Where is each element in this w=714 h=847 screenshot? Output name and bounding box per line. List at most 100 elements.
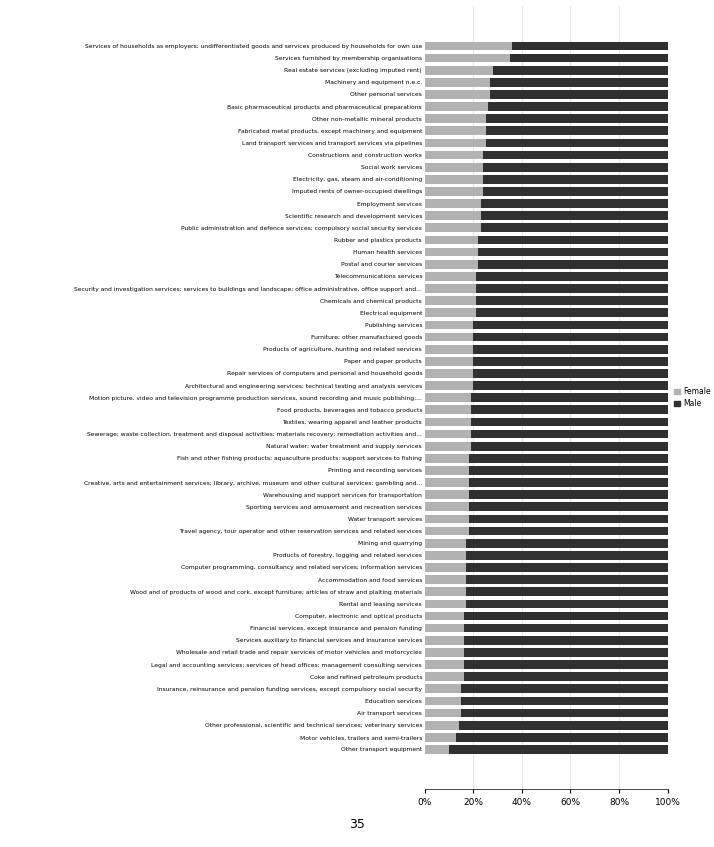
Bar [481, 212, 668, 220]
Bar [483, 163, 668, 172]
Bar [425, 187, 483, 196]
Bar [468, 466, 668, 475]
Bar [425, 479, 468, 487]
Bar [471, 442, 668, 451]
Bar [491, 78, 668, 86]
Bar [425, 163, 483, 172]
Bar [425, 406, 471, 414]
Bar [425, 539, 466, 548]
Bar [425, 600, 466, 608]
Bar [425, 684, 461, 693]
Bar [463, 673, 668, 681]
Bar [483, 187, 668, 196]
Bar [425, 126, 486, 136]
Bar [466, 575, 668, 584]
Bar [473, 345, 668, 353]
Bar [471, 393, 668, 402]
Bar [425, 515, 468, 523]
Bar [473, 357, 668, 366]
Bar [425, 53, 510, 63]
Bar [425, 284, 476, 293]
Bar [463, 612, 668, 620]
Bar [425, 139, 486, 147]
Bar [473, 369, 668, 378]
Bar [425, 42, 512, 50]
Bar [425, 102, 488, 111]
Bar [425, 235, 478, 244]
Bar [468, 502, 668, 512]
Bar [425, 636, 463, 645]
Bar [425, 224, 481, 232]
Bar [425, 612, 463, 620]
Bar [425, 357, 473, 366]
Bar [471, 406, 668, 414]
Bar [425, 308, 476, 317]
Bar [425, 575, 466, 584]
Bar [461, 696, 668, 706]
Bar [425, 490, 468, 499]
Bar [425, 696, 461, 706]
Bar [486, 126, 668, 136]
Bar [425, 369, 473, 378]
Bar [466, 551, 668, 560]
Bar [476, 272, 668, 280]
Bar [425, 745, 449, 754]
Bar [466, 539, 668, 548]
Bar [473, 381, 668, 390]
Bar [486, 139, 668, 147]
Bar [478, 235, 668, 244]
Bar [425, 114, 486, 123]
Bar [425, 418, 471, 426]
Bar [425, 648, 463, 656]
Bar [425, 66, 493, 75]
Bar [425, 442, 471, 451]
Text: 35: 35 [349, 818, 365, 832]
Bar [476, 296, 668, 305]
Bar [425, 260, 478, 268]
Bar [493, 66, 668, 75]
Bar [473, 333, 668, 341]
Bar [425, 709, 461, 717]
Bar [468, 454, 668, 462]
Bar [425, 673, 463, 681]
Bar [481, 224, 668, 232]
Bar [425, 247, 478, 257]
Bar [468, 479, 668, 487]
Bar [425, 502, 468, 512]
Bar [512, 42, 668, 50]
Bar [510, 53, 668, 63]
Bar [461, 709, 668, 717]
Bar [483, 151, 668, 159]
Bar [459, 721, 668, 729]
Bar [425, 272, 476, 280]
Bar [425, 333, 473, 341]
Bar [471, 429, 668, 439]
Bar [425, 78, 491, 86]
Bar [425, 175, 483, 184]
Bar [476, 308, 668, 317]
Bar [463, 648, 668, 656]
Bar [425, 466, 468, 475]
Bar [481, 199, 668, 208]
Bar [463, 636, 668, 645]
Bar [425, 296, 476, 305]
Bar [425, 320, 473, 329]
Bar [425, 454, 468, 462]
Bar [468, 490, 668, 499]
Bar [425, 563, 466, 572]
Bar [425, 212, 481, 220]
Bar [425, 587, 466, 596]
Bar [473, 320, 668, 329]
Bar [425, 381, 473, 390]
Bar [425, 660, 463, 669]
Bar [425, 393, 471, 402]
Bar [463, 660, 668, 669]
Bar [461, 684, 668, 693]
Bar [425, 199, 481, 208]
Bar [466, 587, 668, 596]
Bar [425, 429, 471, 439]
Bar [478, 260, 668, 268]
Bar [468, 527, 668, 535]
Bar [425, 90, 491, 99]
Bar [456, 733, 668, 742]
